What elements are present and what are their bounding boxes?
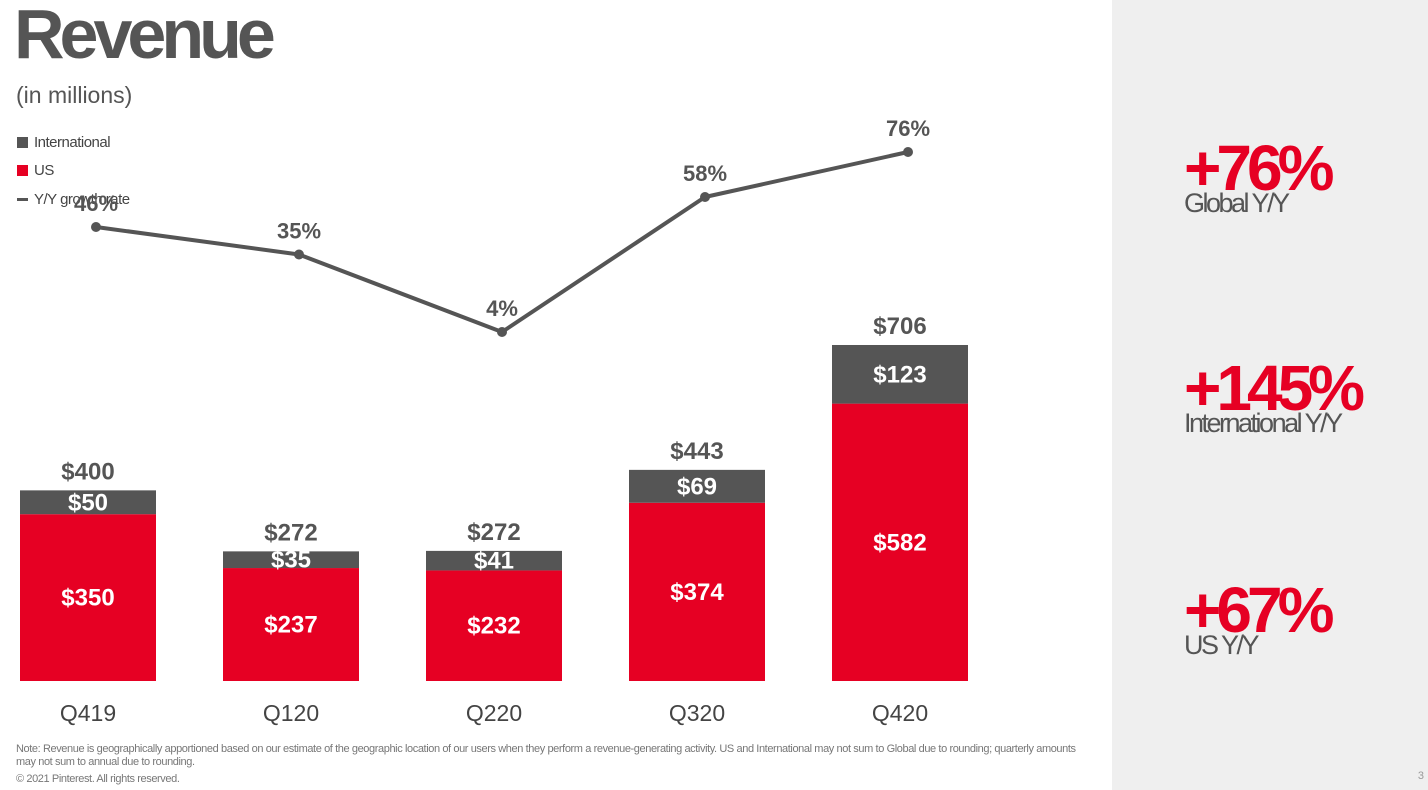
growth-point [700,192,710,202]
bar-label-us: $237 [264,612,317,639]
bar-international [20,490,156,515]
footnote: Note: Revenue is geographically apportio… [16,743,1076,768]
stat-international-label: International Y/Y [1184,408,1343,438]
x-tick-label: Q419 [60,700,116,726]
growth-label: 35% [277,219,321,244]
bar-label-international: $123 [873,361,926,388]
growth-label: 76% [886,116,930,141]
stat-global-value: +76% [1184,132,1334,204]
bar-international [832,344,968,404]
growth-label: 46% [74,191,118,216]
bar-label-international: $69 [677,473,717,500]
growth-point [294,249,304,260]
legend-swatch-international [17,136,28,148]
stat-us: +67% US Y/Y [1184,574,1334,660]
legend-label-us: US [34,162,54,180]
summary-panel: +76% Global Y/Y +145% International Y/Y … [1112,0,1428,790]
legend-label-growth: Y/Y growth rate [34,190,130,208]
bar-international [426,550,562,571]
bar-international [629,469,765,503]
bar-label-us: $350 [61,585,114,612]
x-tick-label: Q320 [669,700,725,726]
bar-label-international: $35 [271,547,311,574]
bar-label-total: $706 [873,313,926,340]
growth-label: 4% [486,296,518,321]
x-tick-label: Q220 [466,700,522,726]
growth-point [497,327,507,337]
stat-global-label: Global Y/Y [1184,188,1290,218]
x-tick-label: Q120 [263,700,319,726]
bar-label-us: $374 [670,579,724,606]
bar-label-total: $443 [670,438,723,465]
legend-item-international: International [17,128,130,157]
bar-label-us: $582 [873,529,926,556]
stat-global: +76% Global Y/Y [1184,132,1334,218]
bar-us [832,403,968,681]
page-subtitle: (in millions) [16,82,133,108]
stat-international: +145% International Y/Y [1184,352,1365,438]
legend-swatch-us [17,165,28,177]
bar-us [223,568,359,681]
stat-us-value: +67% [1184,574,1334,646]
legend-swatch-growth [17,197,28,201]
bar-us [426,570,562,681]
chart-legend: International US Y/Y growth rate [17,128,130,214]
bar-label-total: $272 [467,519,520,546]
bar-label-us: $232 [467,613,520,640]
stat-international-value: +145% [1184,352,1365,424]
bar-us [20,514,156,681]
legend-label-international: International [34,133,111,151]
growth-point [91,222,101,232]
x-tick-label: Q420 [872,700,928,726]
legend-item-growth: Y/Y growth rate [17,185,130,214]
stat-us-label: US Y/Y [1184,630,1260,660]
page-title: Revenue [14,0,276,73]
growth-label: 58% [683,161,727,186]
bar-label-international: $41 [474,548,514,575]
bar-us [629,502,765,681]
revenue-chart: $350$50$400Q419$237$35$272Q120$232$41$27… [20,116,968,726]
legend-item-us: US [17,157,130,186]
bar-label-total: $400 [61,458,114,485]
copyright: © 2021 Pinterest. All rights reserved. [16,773,180,785]
bar-label-total: $272 [264,519,317,546]
bar-international [223,551,359,569]
page-number: 3 [1417,770,1424,782]
growth-point [903,147,913,157]
bar-label-international: $50 [68,489,108,516]
